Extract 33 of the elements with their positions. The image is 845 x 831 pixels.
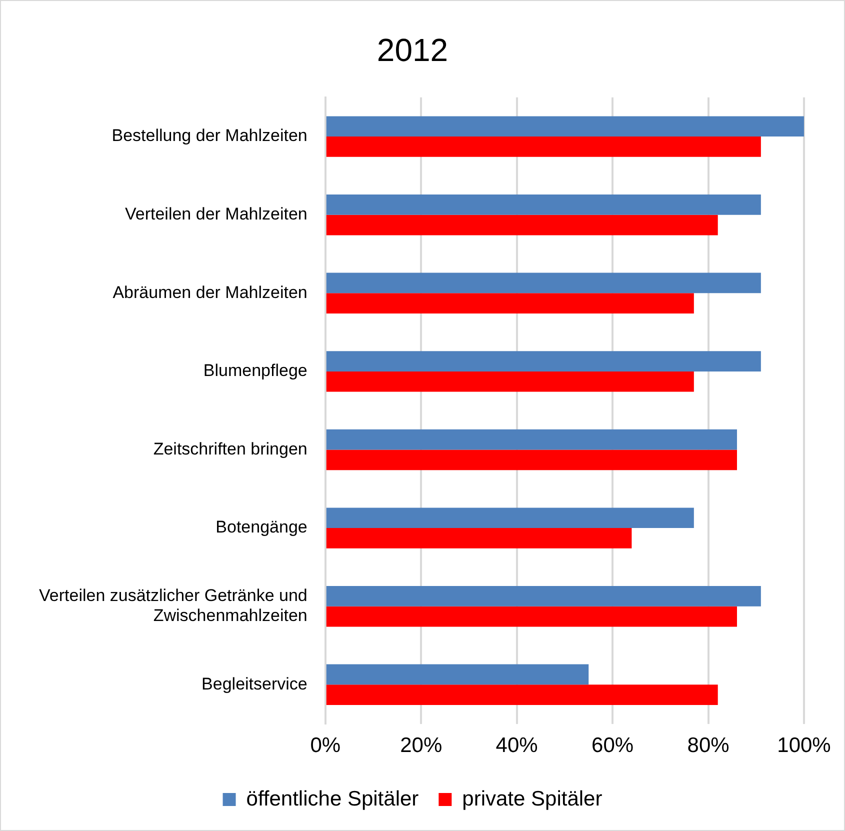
bar: [326, 194, 761, 215]
bar: [326, 351, 761, 372]
bar: [326, 429, 737, 450]
bar: [326, 664, 589, 685]
bar: [326, 371, 694, 392]
bar: [326, 528, 632, 548]
bar: [326, 116, 804, 137]
x-tick-label: 60%: [592, 734, 634, 758]
y-tick-label: Botengänge: [216, 518, 308, 537]
bar: [326, 684, 718, 706]
y-tick-label: Verteilen der Mahlzeiten: [124, 204, 308, 224]
x-tick-label: 100%: [777, 734, 831, 758]
legend-label: private Spitäler: [462, 787, 602, 810]
chart-title: 2012: [376, 32, 448, 68]
x-tick-label: 80%: [687, 734, 730, 758]
y-tick-label: Blumenpflege: [203, 361, 308, 380]
bar: [326, 450, 737, 470]
y-tick-label: Begleitservice: [202, 674, 308, 694]
legend-label: öffentliche Spitäler: [246, 787, 419, 810]
bar: [326, 508, 694, 528]
y-tick-label: Zeitschriften bringen: [153, 439, 308, 458]
bar: [326, 214, 718, 236]
y-tick-label: Verteilen zusätzlicher Getränke und Zwischenmahlzeiten: [39, 586, 308, 626]
bar: [326, 136, 761, 157]
x-tick-label: 0%: [310, 734, 341, 758]
y-tick-label: Bestellung der Mahlzeiten: [112, 126, 308, 146]
x-tick-label: 40%: [496, 734, 538, 758]
y-tick-label: Abräumen der Mahlzeiten: [112, 282, 308, 302]
bar: [326, 272, 761, 294]
bar: [326, 293, 694, 314]
bar: [326, 586, 761, 606]
bar: [326, 606, 737, 627]
x-tick-label: 20%: [400, 734, 442, 758]
